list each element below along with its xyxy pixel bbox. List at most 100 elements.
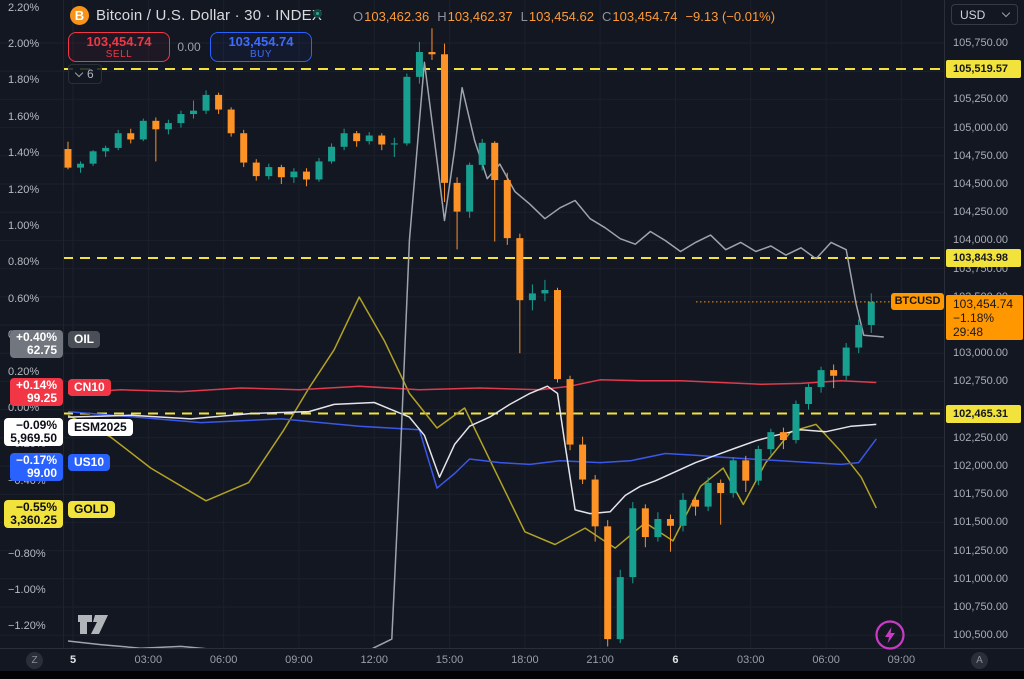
compare-symbol-badge[interactable]: OIL xyxy=(68,331,100,348)
chart-canvas[interactable] xyxy=(0,0,944,648)
change-value: −9.13 (−0.01%) xyxy=(685,9,776,24)
compare-symbol-badge[interactable]: ESM2025 xyxy=(68,419,133,436)
left-percent-label: 2.00% xyxy=(8,38,40,50)
series-line-gold[interactable] xyxy=(67,296,877,549)
chart-plot-area[interactable]: 2.20% 2.00% 1.80% 1.60% 1.40% 1.20% 1.00% 0.80%… xyxy=(0,0,944,651)
compare-price: 62.75 xyxy=(26,343,57,357)
buy-price: 103,454.74 xyxy=(228,34,294,49)
price-tick-label: 102,250.00 xyxy=(953,431,1009,444)
tradingview-logo[interactable] xyxy=(76,613,110,641)
price-tick-label: 101,000.00 xyxy=(953,572,1009,585)
grid xyxy=(0,0,944,648)
bitcoin-logo-icon: B xyxy=(70,6,89,25)
price-tick-label: 101,250.00 xyxy=(953,544,1009,557)
price-tick-label: 105,750.00 xyxy=(953,37,1009,49)
time-tick-label: 15:00 xyxy=(435,654,464,666)
compare-value-badge[interactable]: −0.55% 3,360.25 xyxy=(4,500,63,528)
left-percent-label: −0.80% xyxy=(8,547,46,560)
compare-symbol-badge[interactable]: CN10 xyxy=(68,379,111,396)
compare-price: 5,969.50 xyxy=(10,431,57,445)
price-tick-label: 101,750.00 xyxy=(953,488,1009,501)
low-label: L xyxy=(520,9,528,24)
series-line-us10[interactable] xyxy=(67,410,877,489)
price-tick-label: 104,250.00 xyxy=(953,206,1009,219)
currency-selector[interactable]: USD xyxy=(951,4,1018,25)
price-tick-label: 102,000.00 xyxy=(953,460,1009,472)
price-tick-label: 105,000.00 xyxy=(953,121,1009,134)
price-axis[interactable]: USD 105,750.00105,500.00105,250.00105,00… xyxy=(944,0,1024,672)
series-line-cn10[interactable] xyxy=(67,379,877,395)
time-tick-label: 06:00 xyxy=(209,654,238,666)
price-tick-label: 102,750.00 xyxy=(953,375,1009,388)
window-bottom-strip xyxy=(0,671,1024,679)
compare-value-badge[interactable]: −0.09% 5,969.50 xyxy=(4,418,63,446)
close-value: 103,454.74 xyxy=(612,9,678,24)
compare-symbol-badge[interactable]: GOLD xyxy=(68,501,115,518)
level-price-badge: 102,465.31 xyxy=(946,404,1021,423)
auto-scale-button[interactable]: A xyxy=(971,652,988,669)
compare-percent: −0.55% xyxy=(15,500,57,514)
last-price-badge: 103,454.74 −1.18% 29:48 xyxy=(946,294,1023,340)
buy-label: BUY xyxy=(249,49,273,60)
open-label: O xyxy=(353,9,364,24)
level-price-badge: 103,843.98 xyxy=(946,248,1021,267)
last-price-percent: −1.18% xyxy=(953,310,995,325)
left-percent-label: 1.40% xyxy=(8,147,40,160)
chevron-down-icon xyxy=(74,68,84,77)
compare-symbol-badge[interactable]: US10 xyxy=(68,454,111,471)
lightning-icon xyxy=(875,620,905,650)
horizontal-level-lines[interactable] xyxy=(63,67,944,415)
compare-percent: +0.14% xyxy=(15,378,57,392)
object-count: 6 xyxy=(87,67,94,81)
compare-price: 99.00 xyxy=(26,466,57,480)
timezone-button[interactable]: Z xyxy=(26,652,43,669)
high-label: H xyxy=(437,9,447,24)
open-value: 103,462.36 xyxy=(364,9,430,24)
time-tick-label: 5 xyxy=(69,654,77,666)
time-tick-label: 6 xyxy=(672,654,679,666)
left-percent-label: −1.00% xyxy=(8,584,46,596)
chevron-down-icon xyxy=(1001,8,1011,18)
close-label: C xyxy=(601,9,612,24)
object-tree-chip[interactable]: 6 xyxy=(68,64,102,84)
price-tick-label: 103,000.00 xyxy=(953,347,1009,360)
series-line-esm2025[interactable] xyxy=(67,385,877,515)
compare-value-badge[interactable]: −0.17% 99.00 xyxy=(9,453,63,481)
left-percent-label: 1.00% xyxy=(8,220,40,232)
time-tick-label: 03:00 xyxy=(737,654,765,666)
price-tick-label: 100,500.00 xyxy=(953,629,1009,642)
left-percent-label: 1.60% xyxy=(8,110,40,123)
buy-button[interactable]: 103,454.74 BUY xyxy=(210,32,312,62)
market-status-icon[interactable] xyxy=(313,9,322,18)
price-tick-label: 100,750.00 xyxy=(953,601,1009,613)
left-percent-label: −1.20% xyxy=(8,620,46,633)
sell-label: SELL xyxy=(105,49,133,60)
compare-value-badge[interactable]: +0.40% 62.75 xyxy=(9,330,63,358)
candles[interactable] xyxy=(64,28,875,647)
price-tick-label: 104,750.00 xyxy=(953,149,1009,162)
left-percent-label: 0.60% xyxy=(8,292,40,305)
series-symbol-tag: BTCUSD xyxy=(891,293,944,311)
price-tick-label: 104,500.00 xyxy=(953,178,1009,190)
time-tick-label: 09:00 xyxy=(285,654,313,666)
last-price-value: 103,454.74 xyxy=(953,296,1014,311)
level-price-badge: 105,519.57 xyxy=(946,59,1021,78)
ohlc-readout: O 103,462.36 H 103,462.37 L 103,454.62 C 103… xyxy=(353,9,775,24)
time-tick-label: 06:00 xyxy=(812,654,840,666)
tradingview-logo-icon xyxy=(78,615,108,634)
compare-percent: −0.09% xyxy=(15,418,57,432)
low-value: 103,454.62 xyxy=(528,9,594,24)
compare-price: 99.25 xyxy=(26,391,57,405)
sell-button[interactable]: 103,454.74 SELL xyxy=(68,32,170,62)
compare-percent: +0.40% xyxy=(15,330,57,344)
series-line-oil[interactable] xyxy=(67,61,884,648)
compare-value-badge[interactable]: +0.14% 99.25 xyxy=(9,378,63,406)
quick-trade-lightning-button[interactable] xyxy=(874,619,906,651)
left-percent-label: 0.20% xyxy=(8,365,40,378)
time-tick-label: 09:00 xyxy=(887,654,916,666)
left-percent-label: 2.20% xyxy=(8,1,40,14)
time-tick-label: 18:00 xyxy=(511,654,539,666)
time-axis[interactable]: Z 5 03:00 06:00 09:00 12:00 15:00 18:00 21:00 6 0… xyxy=(0,648,1024,671)
currency-label: USD xyxy=(960,7,986,22)
